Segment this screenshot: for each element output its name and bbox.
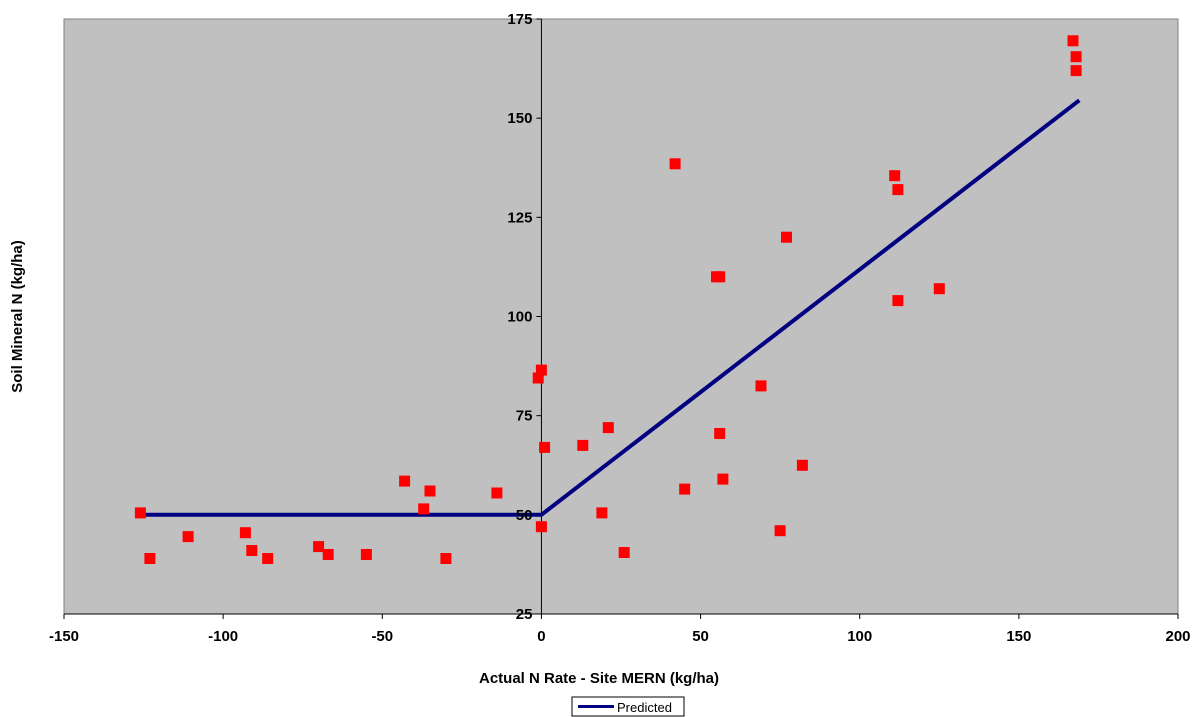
data-point: [239, 527, 251, 539]
data-point: [182, 531, 194, 543]
data-point: [539, 441, 551, 453]
predicted-line: [140, 98, 1081, 517]
data-point: [1070, 51, 1082, 63]
data-point: [892, 295, 904, 307]
data-point: [535, 364, 547, 376]
data-point: [399, 475, 411, 487]
y-tick-label: 125: [507, 209, 532, 226]
x-axis-title: Actual N Rate - Site MERN (kg/ha): [479, 670, 719, 687]
x-tick-label: -50: [371, 628, 393, 645]
y-tick-label: 100: [507, 309, 532, 326]
series-layer: [134, 35, 1082, 564]
plot-area: [63, 18, 1179, 615]
data-point: [933, 283, 945, 295]
data-point: [1067, 35, 1079, 47]
data-point: [440, 553, 452, 564]
x-tick-label: -100: [208, 628, 238, 645]
data-point: [262, 553, 274, 564]
data-point: [889, 170, 901, 182]
legend: Predicted: [571, 696, 685, 717]
data-point: [246, 545, 258, 556]
data-point: [596, 507, 608, 519]
data-point: [532, 372, 544, 384]
y-tick-label: 75: [516, 408, 533, 425]
data-point: [322, 549, 334, 560]
x-tick-label: 50: [692, 628, 709, 645]
legend-label-predicted: Predicted: [617, 700, 672, 715]
x-tick-label: 150: [1006, 628, 1031, 645]
data-point: [755, 380, 767, 392]
data-point: [1070, 65, 1082, 77]
data-point: [144, 553, 156, 564]
data-point: [360, 549, 372, 560]
tick-labels: -150 -100 -50 0 50 100 150 200 25 50 75 100 125 150 17…: [49, 11, 1191, 645]
data-point: [618, 547, 630, 558]
data-point: [424, 485, 436, 497]
data-point: [714, 271, 726, 283]
data-point: [602, 422, 614, 434]
data-point: [781, 231, 792, 243]
data-point: [313, 541, 325, 553]
x-tick-label: -150: [49, 628, 79, 645]
y-tick-label: 175: [507, 11, 532, 28]
y-tick-label: 50: [516, 507, 533, 524]
data-point: [669, 158, 681, 170]
y-axis-title: Soil Mineral N (kg/ha): [9, 240, 26, 393]
data-point: [796, 459, 808, 471]
x-tick-label: 0: [537, 628, 545, 645]
data-point: [774, 525, 786, 537]
data-point: [577, 439, 589, 451]
data-point: [418, 503, 430, 515]
x-tick-label: 200: [1165, 628, 1190, 645]
data-point: [535, 521, 547, 533]
data-point: [717, 473, 729, 485]
data-point: [679, 483, 691, 495]
y-tick-label: 25: [516, 606, 533, 623]
legend-box: [571, 696, 685, 717]
data-point: [714, 428, 726, 439]
x-tick-label: 100: [847, 628, 872, 645]
data-point: [134, 507, 146, 519]
data-point: [892, 184, 904, 196]
data-point: [491, 487, 503, 499]
y-tick-label: 150: [507, 110, 532, 127]
